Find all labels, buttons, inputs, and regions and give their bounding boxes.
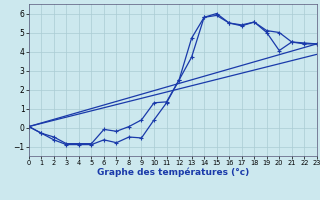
- X-axis label: Graphe des températures (°c): Graphe des températures (°c): [97, 168, 249, 177]
